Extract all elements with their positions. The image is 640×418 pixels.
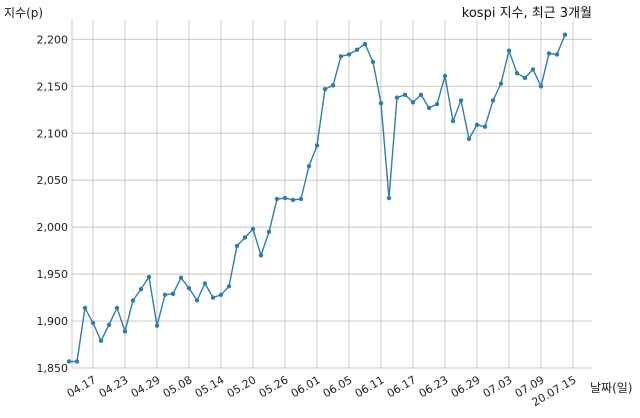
data-point <box>74 359 80 364</box>
y-tick-label: 1,850 <box>37 362 69 375</box>
x-axis-label: 날짜(일) <box>590 381 632 395</box>
data-point <box>434 101 440 107</box>
y-axis-ticks: 1,850 1,900 1,950 2,000 2,050 2,100 2,150 2,200 <box>37 33 69 375</box>
data-point <box>266 229 272 235</box>
data-point <box>282 195 288 201</box>
y-tick-label: 1,950 <box>37 268 69 281</box>
data-point <box>162 292 168 297</box>
x-tick-label: 06.11 <box>353 373 387 400</box>
data-point <box>82 305 88 311</box>
x-tick-label: 04.17 <box>65 373 99 400</box>
data-point <box>114 305 120 311</box>
data-point <box>258 253 264 258</box>
data-point <box>90 320 96 326</box>
data-point <box>562 32 568 37</box>
data-point <box>226 284 232 289</box>
data-point <box>154 323 160 328</box>
data-point <box>234 243 240 249</box>
data-point <box>122 329 128 334</box>
x-tick-label: 06.23 <box>417 373 451 400</box>
data-point <box>466 136 472 142</box>
data-point <box>426 105 432 111</box>
data-point <box>474 122 480 128</box>
x-tick-label: 04.29 <box>129 373 163 400</box>
data-point <box>210 295 216 300</box>
grid <box>71 20 592 369</box>
data-point <box>354 47 360 52</box>
data-point <box>106 322 112 328</box>
data-point <box>458 98 464 103</box>
data-point <box>306 163 312 169</box>
data-point <box>338 54 344 59</box>
data-point <box>250 226 256 232</box>
data-point <box>522 75 528 81</box>
y-tick-label: 2,200 <box>37 33 69 46</box>
y-tick-label: 2,150 <box>37 80 69 93</box>
data-point <box>394 95 400 100</box>
data-point <box>186 285 192 291</box>
x-tick-label: 07.03 <box>481 373 515 400</box>
x-tick-label: 05.08 <box>161 373 195 400</box>
x-tick-label: 06.29 <box>449 373 483 400</box>
data-point <box>290 197 296 203</box>
data-point <box>170 291 176 297</box>
x-tick-label: 06.01 <box>289 373 323 400</box>
data-point <box>386 195 392 201</box>
data-point <box>346 52 352 57</box>
y-tick-label: 1,900 <box>37 315 69 328</box>
x-tick-label: 05.26 <box>257 373 291 400</box>
data-point <box>298 196 304 202</box>
data-point <box>514 70 520 76</box>
data-point <box>202 281 208 286</box>
data-point <box>362 41 368 47</box>
data-point <box>370 59 376 65</box>
data-point <box>482 124 488 129</box>
y-tick-label: 2,050 <box>37 174 69 187</box>
x-tick-label: 05.14 <box>193 373 227 400</box>
data-point <box>138 286 144 292</box>
data-point <box>442 73 448 79</box>
y-axis-label: 지수(p) <box>4 6 43 20</box>
chart-title: kospi 지수, 최근 3개월 <box>462 6 592 21</box>
data-point <box>146 274 152 280</box>
data-point <box>66 359 72 364</box>
series-kospi <box>66 32 568 364</box>
data-point <box>98 338 104 343</box>
x-axis-ticks: 04.1704.2304.2905.0805.1405.2005.2606.01… <box>65 373 579 409</box>
data-point <box>410 100 416 105</box>
data-point <box>538 84 544 89</box>
data-point <box>554 52 560 57</box>
data-point <box>322 86 328 92</box>
data-point <box>274 196 280 202</box>
x-tick-label: 05.20 <box>225 373 259 400</box>
data-point <box>178 275 184 281</box>
data-point <box>314 143 320 148</box>
data-point <box>498 81 504 86</box>
data-point <box>218 292 224 297</box>
data-point <box>506 48 512 53</box>
data-point <box>130 298 136 303</box>
y-tick-label: 2,000 <box>37 221 69 234</box>
data-point <box>378 101 384 106</box>
data-point <box>450 118 456 124</box>
y-tick-label: 2,100 <box>37 127 69 140</box>
data-point <box>242 235 248 240</box>
data-point <box>546 51 552 56</box>
data-point <box>194 298 200 303</box>
data-point <box>530 67 536 72</box>
x-tick-label: 04.23 <box>97 373 131 400</box>
data-point <box>330 83 336 88</box>
x-tick-label: 06.05 <box>321 373 355 400</box>
x-tick-label: 06.17 <box>385 373 419 400</box>
data-point <box>490 98 496 103</box>
data-point <box>418 92 424 97</box>
data-point <box>402 92 408 97</box>
